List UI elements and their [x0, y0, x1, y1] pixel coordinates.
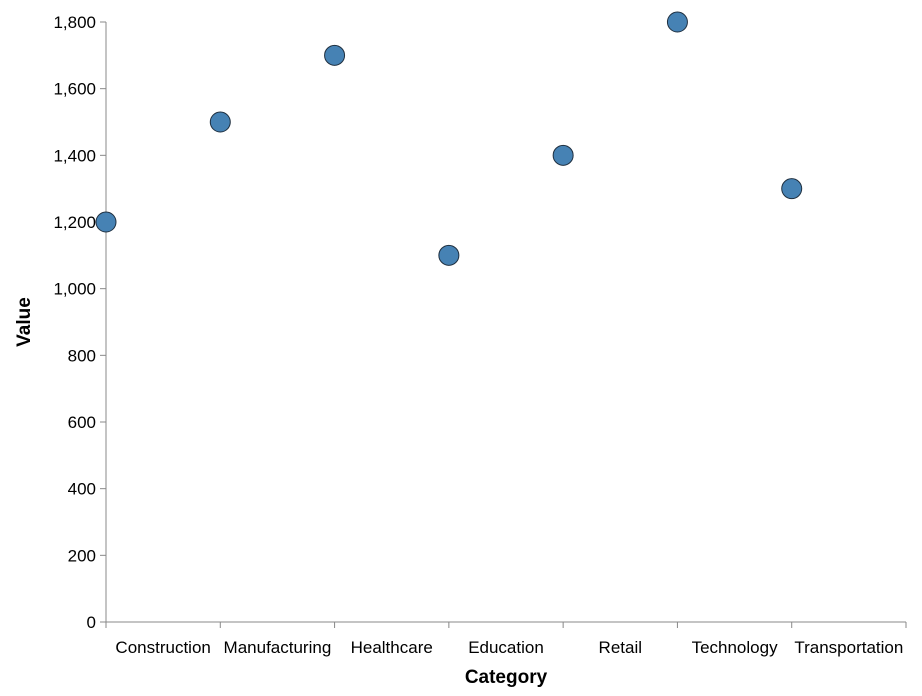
y-tick-label: 0: [87, 613, 96, 632]
data-point: [209, 111, 231, 133]
data-point: [95, 211, 117, 233]
y-tick-label: 400: [68, 480, 96, 499]
x-tick-label: Healthcare: [351, 638, 433, 657]
y-tick-label: 200: [68, 546, 96, 565]
y-axis-title: Value: [14, 297, 35, 347]
data-point: [552, 144, 574, 166]
data-point: [324, 44, 346, 66]
y-tick-label: 800: [68, 346, 96, 365]
data-points: [95, 11, 803, 266]
y-tick-label: 1,400: [53, 146, 96, 165]
data-point: [781, 178, 803, 200]
x-tick-label: Retail: [599, 638, 642, 657]
y-axis: 0 200 400 600 800 1,000 1,200 1,400 1,600 1,800: [53, 13, 107, 632]
x-tick-label: Technology: [692, 638, 779, 657]
y-tick-label: 1,200: [53, 213, 96, 232]
x-axis: Construction Manufacturing Healthcare Educa…: [105, 621, 907, 657]
data-point: [438, 244, 460, 266]
x-tick-label: Manufacturing: [224, 638, 332, 657]
data-point: [666, 11, 688, 33]
x-tick-label: Construction: [115, 638, 210, 657]
y-tick-label: 1,600: [53, 80, 96, 99]
x-axis-title: Category: [465, 667, 548, 688]
x-tick-label: Education: [468, 638, 544, 657]
y-tick-label: 600: [68, 413, 96, 432]
x-tick-label: Transportation: [794, 638, 903, 657]
y-tick-label: 1,800: [53, 13, 96, 32]
y-tick-label: 1,000: [53, 280, 96, 299]
